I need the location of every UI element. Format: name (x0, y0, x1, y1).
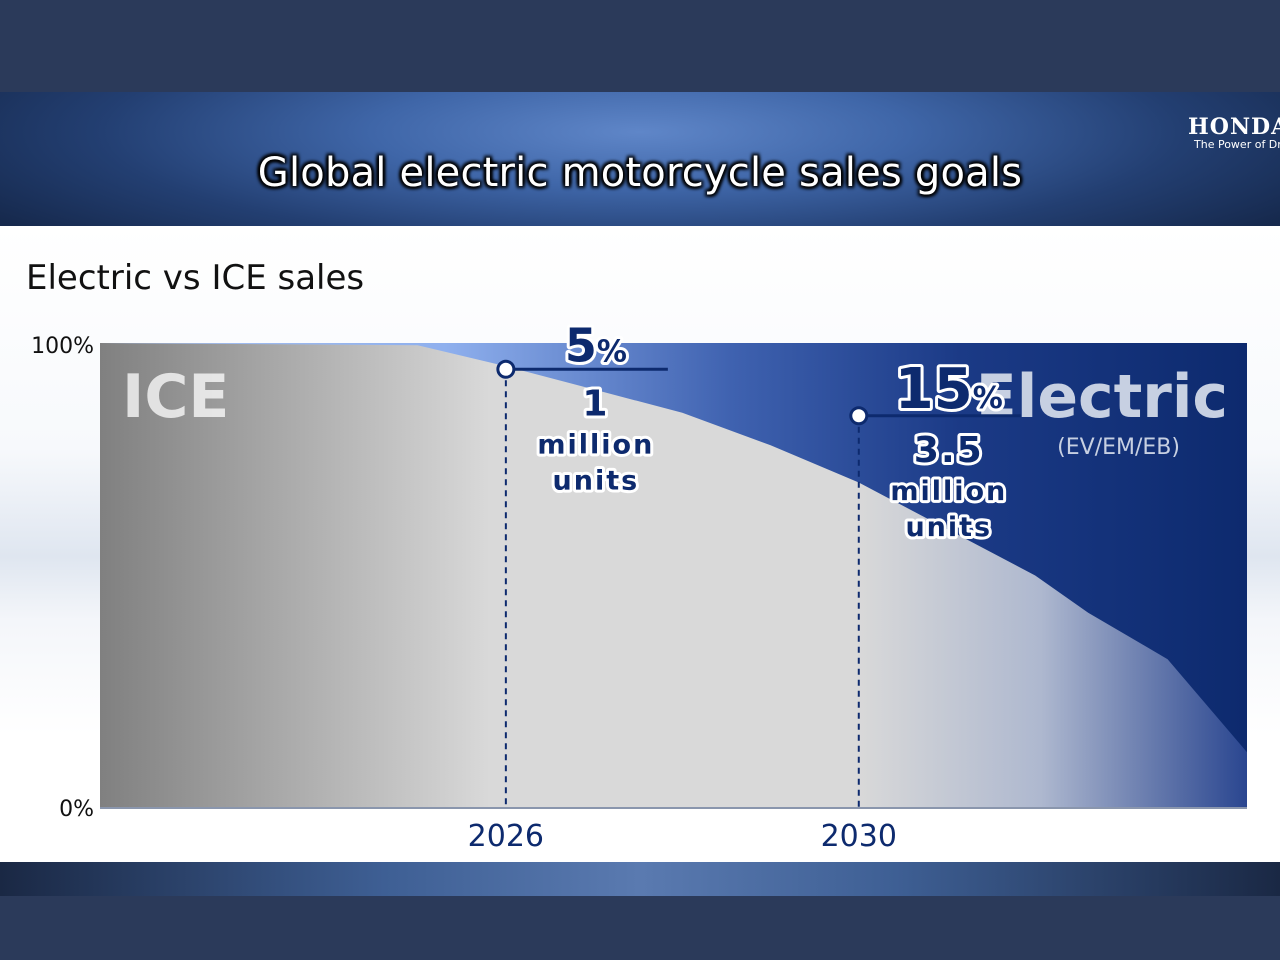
slide-title: Global electric motorcycle sales goals (257, 150, 1023, 196)
logo-tagline: The Power of Dreams (1194, 138, 1280, 151)
title-banner (0, 92, 1280, 226)
footer-band (0, 862, 1280, 896)
brand-logo: HONDA The Power of Dreams (1188, 116, 1280, 152)
y-tick-label: 0% (59, 797, 94, 822)
annotation-units-text: million (890, 476, 1007, 507)
logo-wordmark: HONDA (1188, 116, 1280, 140)
series-label-electric: Electric (976, 362, 1228, 432)
annotation-percent: 15% (895, 357, 1003, 422)
annotation-units-text: units (905, 512, 992, 543)
series-sublabel-electric: (EV/EM/EB) (1057, 435, 1180, 460)
x-tick-label: 2030 (821, 819, 897, 854)
chart-title: Electric vs ICE sales (26, 258, 365, 298)
x-tick-label: 2026 (468, 819, 544, 854)
annotation-marker (496, 359, 516, 379)
annotation-units-text: units (553, 465, 640, 496)
annotation-units-value: 3.5 (914, 430, 984, 471)
series-ice-area (100, 343, 1247, 808)
annotation-units-value: 1 (582, 383, 609, 424)
y-tick-label: 100% (31, 334, 94, 359)
series-label-ice: ICE (122, 362, 229, 432)
annotation-percent: 5% (565, 318, 627, 372)
annotation-units-text: million (537, 429, 654, 460)
annotation-marker (849, 406, 869, 426)
